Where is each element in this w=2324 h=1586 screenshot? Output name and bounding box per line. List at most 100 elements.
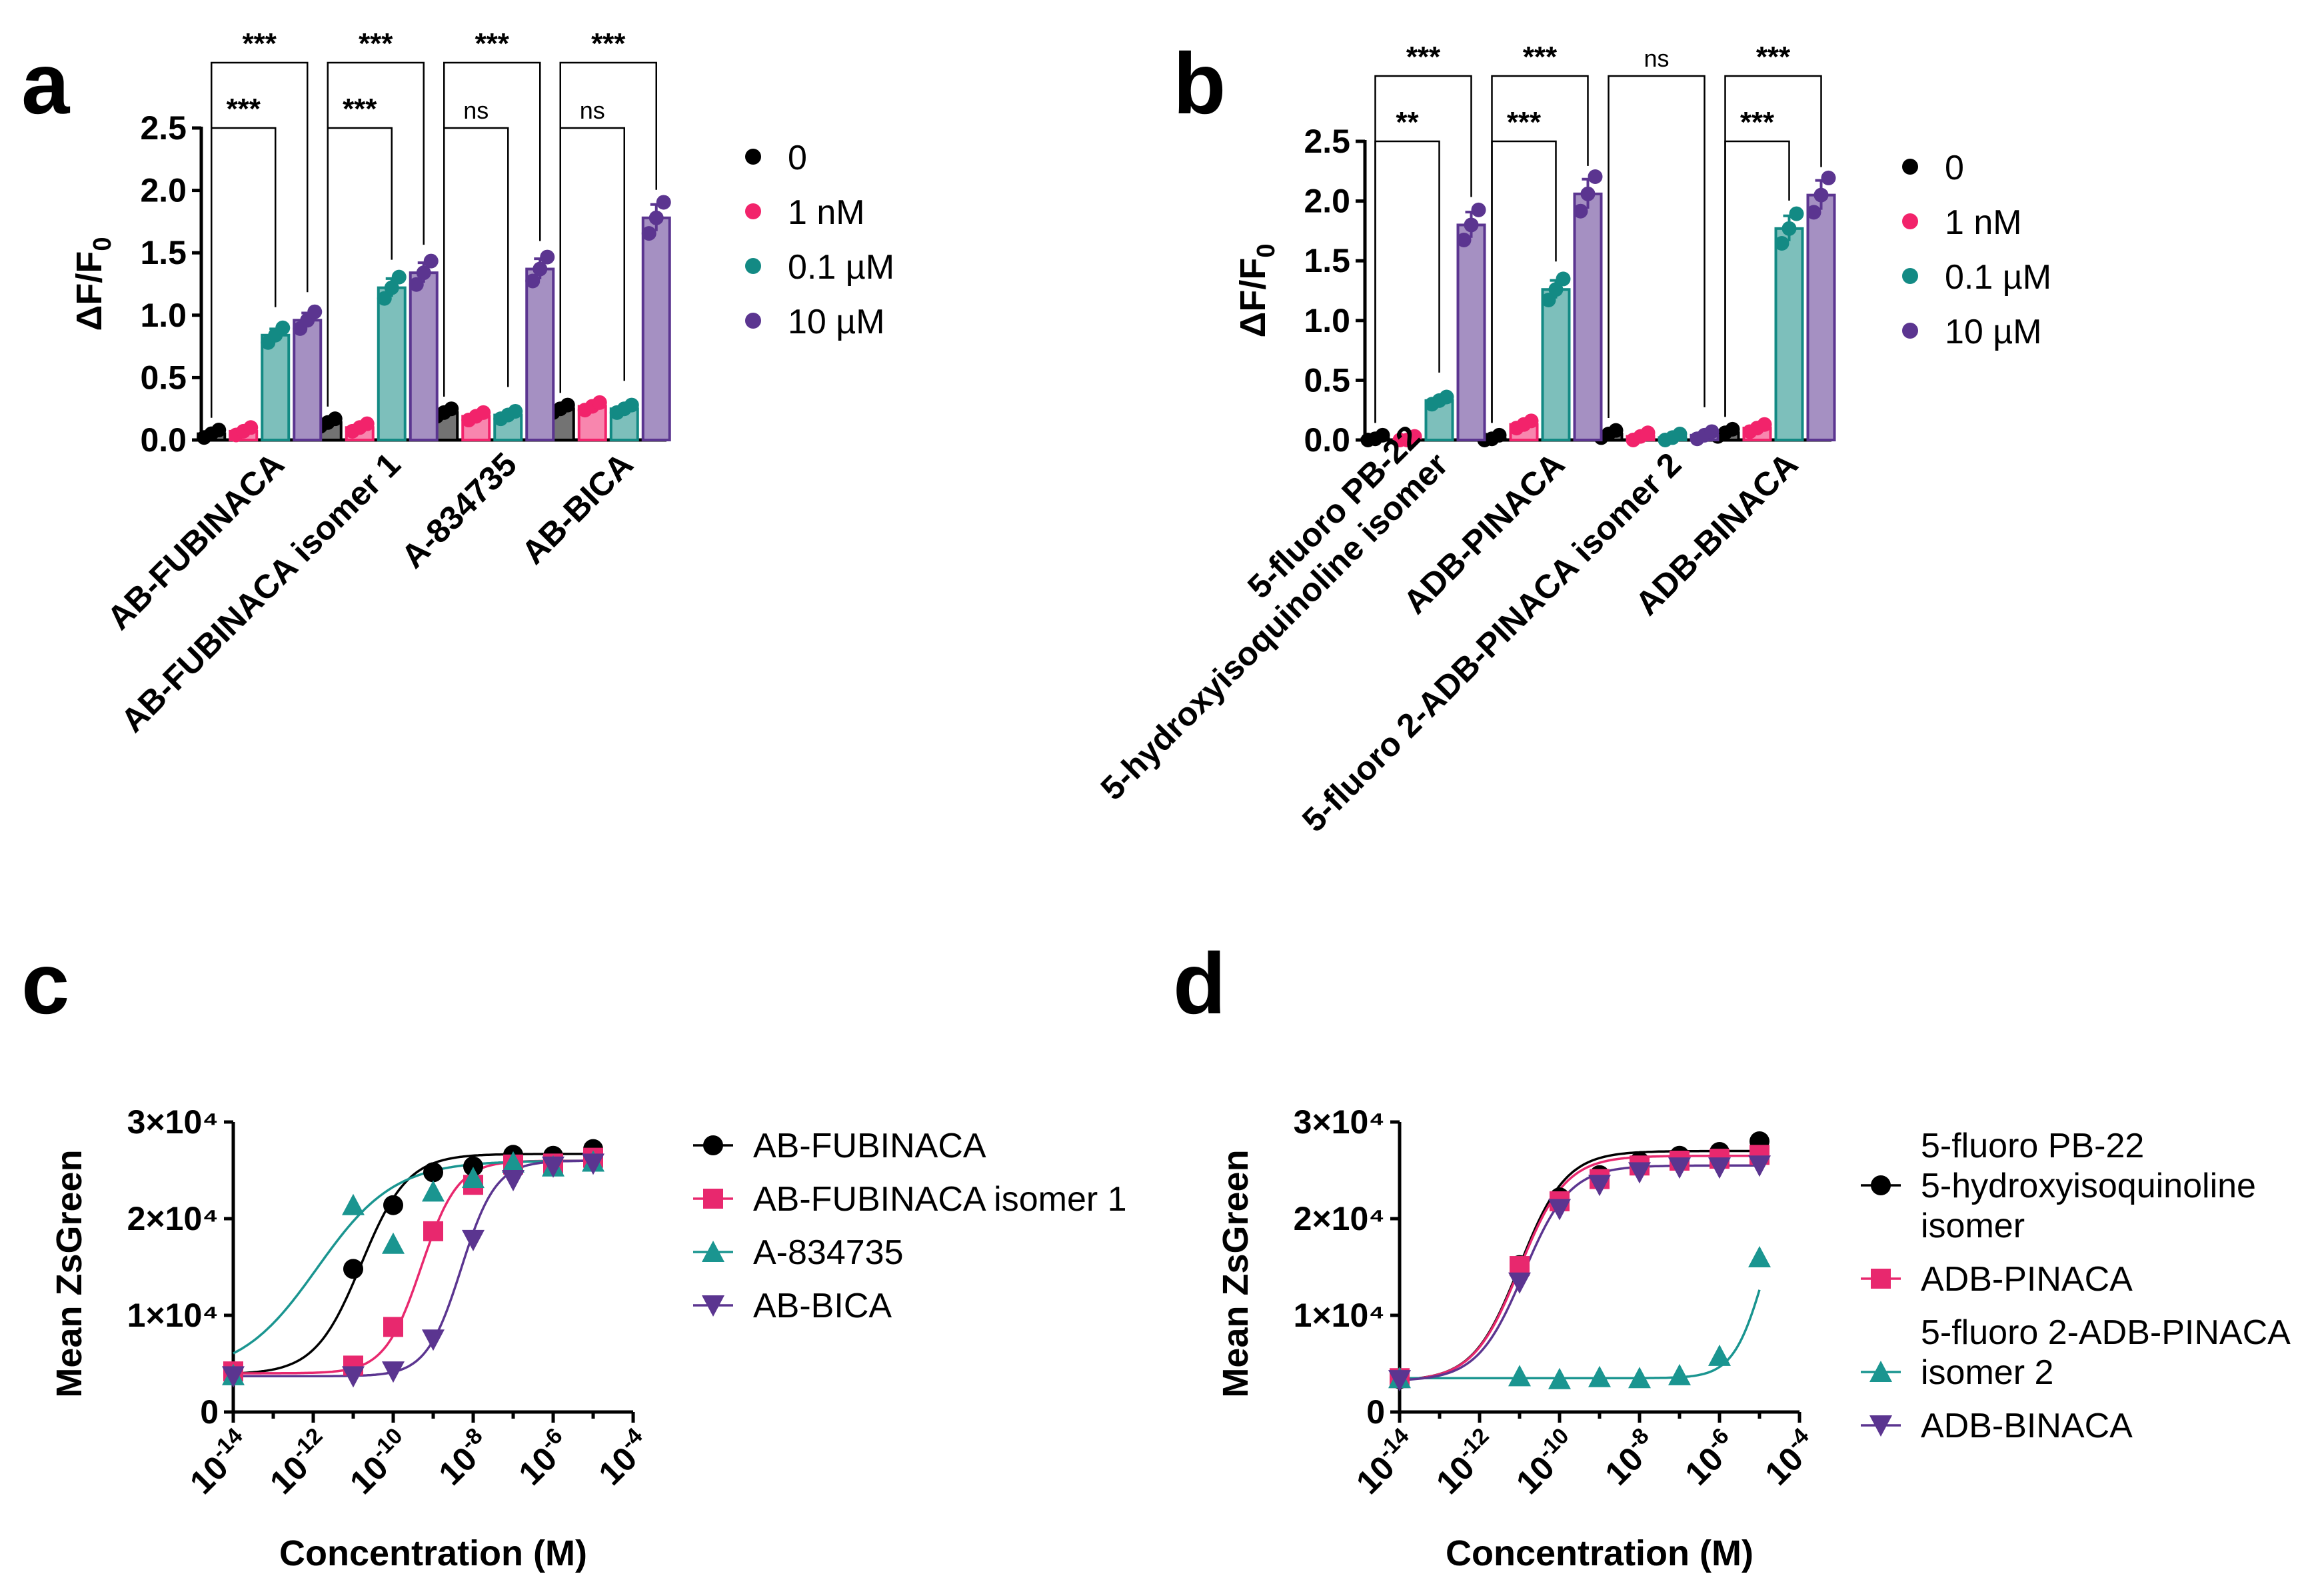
significance-label: **: [1396, 106, 1419, 139]
y-axis-label: ΔF/F0: [69, 237, 117, 331]
x-tick-label: 10-4: [589, 1423, 658, 1493]
y-axis-label-base: ΔF/F: [1233, 258, 1273, 338]
legend-label: ADB-BINACA: [1921, 1407, 2133, 1445]
data-point: [1640, 425, 1656, 441]
data-point: [502, 1170, 525, 1191]
fit-curve: [233, 1153, 593, 1375]
x-tick-label: 10-8: [429, 1423, 499, 1493]
significance-label: ***: [1523, 41, 1558, 73]
y-tick-label: 3×10⁴: [127, 1103, 219, 1141]
data-point: [1508, 1272, 1531, 1294]
legend-label-line: 5-fluoro 2-ADB-PINACA: [1921, 1313, 2291, 1352]
legend-label: 5-fluoro PB-22 5-hydroxyisoquinoline isome…: [1921, 1127, 2256, 1245]
y-tick-label: 2×10⁴: [127, 1200, 219, 1237]
legend-label: ADB-PINACA: [1921, 1260, 2133, 1299]
bar: [293, 319, 323, 441]
legend-label: 0: [1945, 149, 1964, 187]
data-point: [1869, 1361, 1892, 1382]
significance-bracket: [443, 127, 509, 397]
x-tick-label: 10-6: [509, 1423, 579, 1493]
data-point: [377, 291, 392, 306]
y-tick-label: 0.0: [140, 421, 187, 459]
legend-label-line: isomer: [1921, 1207, 2025, 1245]
data-point: [423, 1221, 443, 1241]
data-point: [416, 265, 431, 281]
legend-label: 5-fluoro 2-ADB-PINACA isomer 2: [1921, 1313, 2291, 1392]
legend-label: AB-FUBINACA: [753, 1127, 986, 1165]
data-point: [703, 1135, 723, 1155]
data-point: [1556, 271, 1571, 287]
bar: [1456, 223, 1486, 441]
y-tick-label: 2.0: [140, 172, 187, 209]
legend-label: 10 µM: [1945, 313, 2042, 351]
bar: [409, 271, 439, 442]
data-point: [359, 416, 375, 431]
significance-label: ***: [1756, 41, 1791, 73]
data-point: [1471, 202, 1486, 217]
data-point: [1608, 423, 1624, 438]
legend-label: AB-BICA: [753, 1287, 892, 1325]
data-point: [624, 397, 639, 413]
fit-curve: [1400, 1289, 1761, 1379]
data-point: [1508, 1365, 1531, 1387]
legend-marker: [745, 149, 761, 165]
data-point: [1492, 427, 1507, 443]
significance-bracket: [1491, 75, 1589, 423]
y-tick-label: 1.0: [140, 297, 187, 334]
data-point: [582, 1153, 604, 1175]
data-point: [502, 1151, 525, 1173]
data-point: [342, 1366, 365, 1388]
data-point: [1375, 427, 1390, 443]
y-tick-label: 1.0: [1304, 302, 1350, 339]
fit-curve: [1399, 1149, 1759, 1381]
data-point: [444, 401, 459, 417]
data-point: [1871, 1269, 1891, 1289]
category-label: AB-BICA: [515, 445, 640, 571]
data-point: [382, 1232, 405, 1254]
fit-curve: [233, 1159, 593, 1375]
fit-curve: [233, 1159, 593, 1355]
panel-label-b: b: [1173, 35, 1226, 132]
x-axis-label: Concentration (M): [279, 1533, 587, 1573]
legend-label: 1 nM: [1945, 203, 2022, 242]
x-tick-label: 10-10: [341, 1423, 419, 1501]
significance-bracket: [1724, 75, 1822, 417]
data-point: [1388, 1370, 1411, 1392]
legend-marker: [745, 313, 761, 329]
legend-label: 1 nM: [788, 193, 865, 232]
data-point: [702, 1241, 724, 1262]
bar: [1774, 227, 1804, 441]
data-point: [275, 320, 291, 335]
y-tick-label: 0: [1366, 1393, 1385, 1431]
data-point: [1548, 1367, 1571, 1389]
significance-bracket: [327, 61, 425, 407]
data-point: [1548, 282, 1564, 297]
data-point: [409, 277, 424, 292]
significance-bracket: [559, 61, 657, 393]
y-tick-label: 3×10⁴: [1294, 1103, 1385, 1141]
y-axis-label-sub: 0: [1252, 244, 1280, 258]
data-point: [1708, 1157, 1731, 1179]
y-tick-label: 2×10⁴: [1294, 1200, 1385, 1237]
x-axis-label: Concentration (M): [1446, 1533, 1753, 1573]
data-point: [1774, 236, 1789, 251]
y-tick-label: 0.5: [140, 359, 187, 396]
data-point: [508, 403, 523, 419]
significance-label: ***: [343, 93, 377, 125]
data-point: [383, 1317, 403, 1337]
bar: [261, 333, 291, 442]
significance-label: ***: [1406, 41, 1441, 73]
y-axis-label-sub: 0: [89, 237, 117, 251]
x-tick-label: 10-14: [181, 1423, 259, 1501]
legend-label-line: 5-hydroxyisoquinoline: [1921, 1167, 2256, 1205]
category-label-line: A-834735: [394, 445, 524, 575]
data-point: [422, 1329, 445, 1351]
bar: [1573, 192, 1603, 441]
data-point: [592, 395, 607, 410]
x-tick-label: 10-8: [1596, 1423, 1665, 1493]
data-point: [391, 269, 407, 285]
legend-label-line: 5-fluoro PB-22: [1921, 1127, 2144, 1165]
significance-label: ns: [1644, 45, 1669, 72]
data-point: [1748, 1155, 1771, 1177]
